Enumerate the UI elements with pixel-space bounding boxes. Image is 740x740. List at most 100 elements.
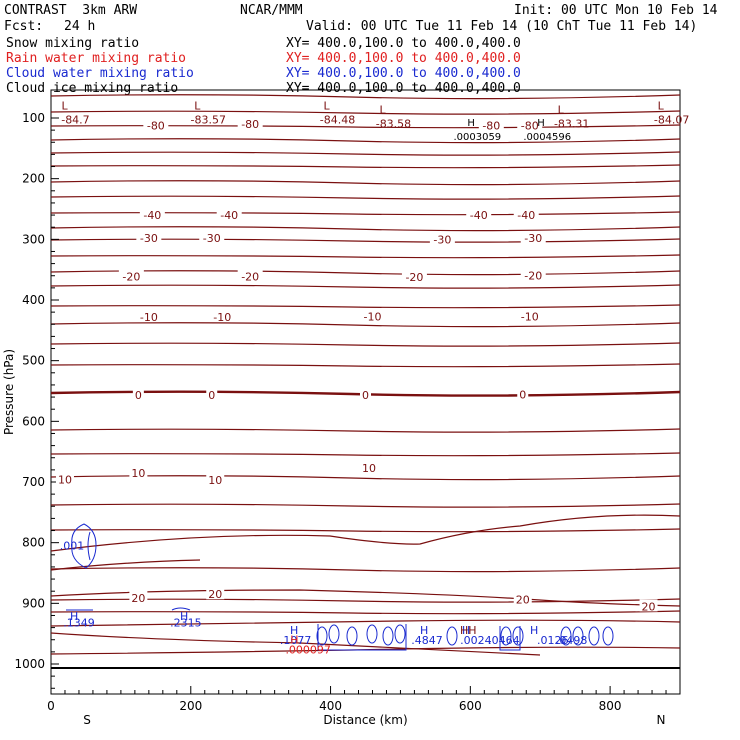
contour-label: 20 <box>642 600 656 613</box>
cloud-water-contour <box>317 624 407 651</box>
field-name-snow: Snow mixing ratio <box>6 36 140 51</box>
contour-label-bg <box>143 118 169 131</box>
x-tick-label: 200 <box>179 699 202 713</box>
isotherm-line <box>50 503 681 508</box>
y-tick-label: 500 <box>22 354 45 368</box>
low-value-label: -84.48 <box>320 113 355 126</box>
contour-label-bg <box>129 590 148 603</box>
isotherm-line <box>50 180 681 186</box>
contour-label-bg <box>206 587 225 600</box>
contour-label: -80 <box>482 119 500 132</box>
cloud-water-contour <box>71 523 97 569</box>
cloud-water-value-label: .0464 <box>488 634 520 647</box>
cloud-water-contour <box>346 626 358 646</box>
isotherm-line <box>50 528 681 533</box>
contour-label-bg <box>639 599 658 612</box>
isotherm-line <box>50 452 681 457</box>
cloud-water-contour <box>328 624 340 644</box>
forecast-label: Fcst: <box>4 19 44 34</box>
institution-label: NCAR/MMM <box>240 3 303 18</box>
cloud-water-contour <box>499 626 521 651</box>
low-marker: L <box>194 99 201 112</box>
endpoint-label-left: S <box>83 713 91 727</box>
contour-label-bg <box>520 268 546 281</box>
forecast-hour: 24 h <box>64 19 96 34</box>
contour-label: -10 <box>213 311 231 324</box>
high-marker: H <box>530 624 538 637</box>
isotherm-line <box>50 322 681 328</box>
low-marker: L <box>324 99 331 112</box>
field-name-rain: Rain water mixing ratio <box>6 51 187 66</box>
high-marker: H <box>290 624 298 637</box>
isotherm-line <box>50 254 681 259</box>
isotherm-line <box>50 610 681 615</box>
high-marker: H <box>420 624 428 637</box>
contour-label: 0 <box>135 389 142 402</box>
contour-label-bg <box>429 232 455 245</box>
isotherm-line <box>50 567 681 573</box>
isotherm-line <box>50 226 681 232</box>
contour-label: 0 <box>208 389 215 402</box>
contour-label: -30 <box>524 232 542 245</box>
low-marker: L <box>558 104 565 117</box>
cloud-water-contour <box>316 626 328 646</box>
high-marker: H <box>462 624 470 637</box>
contour-label-bg <box>517 309 543 322</box>
cloud-water-contour <box>572 626 584 646</box>
isotherm-line <box>50 589 681 607</box>
cloud-water-contour <box>382 626 394 646</box>
low-marker: L <box>379 104 386 117</box>
field-name-cloud-ice: Cloud ice mixing ratio <box>6 81 179 96</box>
contour-label-bg <box>513 592 532 605</box>
contour-label-bg <box>132 388 144 401</box>
contour-label-bg <box>55 472 74 485</box>
cloud-water-contour <box>512 626 524 646</box>
y-tick-label: 100 <box>22 111 45 125</box>
contour-label: 20 <box>516 594 530 607</box>
contour-label: -40 <box>470 209 488 222</box>
field-xy-cloud-ice: XY= 400.0,100.0 to 400.0,400.0 <box>286 81 521 96</box>
cloud-water-value-label: .0126 <box>537 634 569 647</box>
isotherm-line <box>50 428 681 433</box>
contour-label: -80 <box>147 119 165 132</box>
contour-label-bg <box>209 309 235 322</box>
high-marker: H <box>70 610 78 623</box>
isotherm-line <box>50 632 541 656</box>
contour-label: 10 <box>58 474 72 487</box>
contour-label: -20 <box>122 270 140 283</box>
isotherm-line <box>50 390 681 397</box>
contour-label-bg <box>118 269 144 282</box>
isotherm-line <box>50 304 681 309</box>
low-value-label: -83.58 <box>376 118 411 131</box>
contour-label: -40 <box>517 209 535 222</box>
cloud-water-value-label: .0498 <box>556 634 588 647</box>
contour-label: -20 <box>524 270 542 283</box>
cloud-water-value-label: .0024 <box>460 634 492 647</box>
x-tick-label: 0 <box>47 699 55 713</box>
contour-label-bg <box>360 388 371 401</box>
contour-label: -10 <box>521 310 539 323</box>
isotherm-line <box>50 475 681 481</box>
high-marker: H <box>180 610 188 623</box>
isotherm-line <box>50 138 681 144</box>
contour-label-bg <box>517 118 543 131</box>
rain-water-value-label: .000097 <box>285 644 331 657</box>
contour-label-bg <box>520 231 546 244</box>
y-tick-label: 300 <box>22 232 45 246</box>
isotherm-line <box>50 646 681 655</box>
field-xy-snow: XY= 400.0,100.0 to 400.0,400.0 <box>286 36 521 51</box>
x-tick-label: 600 <box>459 699 482 713</box>
cloud-water-contour <box>560 626 572 646</box>
cloud-water-value-label: .1077 <box>280 634 312 647</box>
field-name-cloud-water: Cloud water mixing ratio <box>6 66 194 81</box>
high-marker: H <box>290 634 298 647</box>
contour-label-bg <box>478 118 504 131</box>
contour-label-bg <box>237 269 263 282</box>
isotherm-line <box>50 110 681 115</box>
contour-label: 0 <box>519 389 526 402</box>
isotherm-line <box>50 164 681 169</box>
cloud-water-contour <box>366 624 378 644</box>
isotherm-line <box>50 151 681 156</box>
contour-label: -30 <box>433 233 451 246</box>
